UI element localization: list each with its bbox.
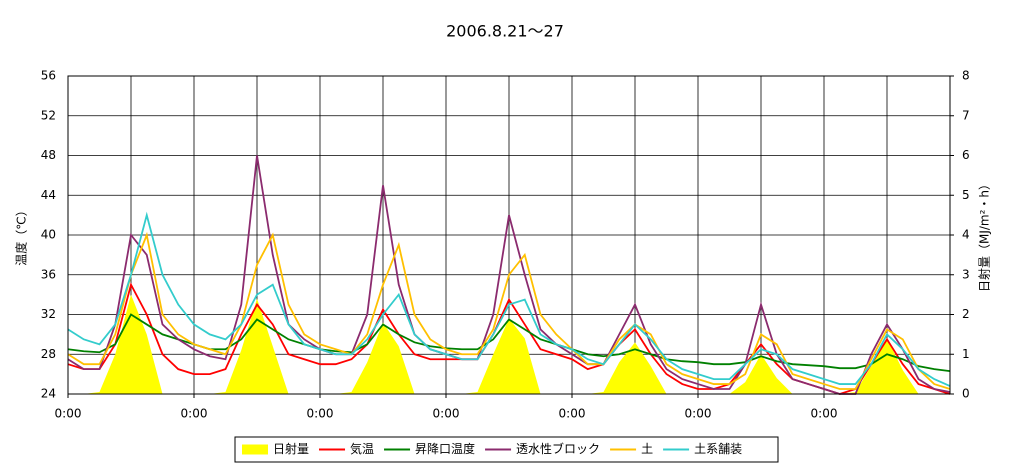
y2-tick-label: 1 (962, 347, 970, 361)
x-tick-label: 0:00 (685, 407, 712, 421)
legend-label: 透水性ブロック (516, 441, 600, 456)
area (68, 294, 950, 394)
y-tick-label: 28 (41, 347, 56, 361)
y-tick-label: 24 (41, 387, 56, 401)
y-tick-label: 52 (41, 108, 56, 122)
legend-label: 昇降口温度 (415, 441, 475, 456)
x-tick-label: 0:00 (55, 407, 82, 421)
line (67, 313, 951, 373)
line (67, 231, 951, 390)
y2-tick-label: 7 (962, 108, 970, 122)
legend-label: 気温 (350, 441, 374, 456)
y2-tick-label: 5 (962, 188, 970, 202)
y2-tick-label: 3 (962, 267, 970, 281)
legend-label: 土系舗装 (694, 442, 742, 456)
y-tick-label: 36 (41, 267, 56, 281)
line (67, 211, 951, 387)
line (67, 155, 951, 395)
y2-tick-label: 2 (962, 307, 970, 321)
legend-swatch (242, 444, 268, 455)
x-tick-label: 0:00 (559, 407, 586, 421)
y2-axis-label: 日射量（MJ/m²・h） (977, 178, 992, 292)
y-tick-label: 56 (41, 69, 56, 83)
x-tick-label: 0:00 (181, 407, 208, 421)
y-tick-label: 32 (41, 307, 56, 321)
y2-tick-label: 8 (962, 69, 970, 83)
x-tick-label: 0:00 (307, 407, 334, 421)
legend-label: 日射量 (273, 441, 309, 456)
y2-tick-label: 0 (962, 387, 970, 401)
y2-tick-label: 6 (962, 148, 970, 162)
plot-border (67, 75, 951, 395)
legend-label: 土 (641, 442, 653, 456)
y-tick-label: 48 (41, 148, 56, 162)
x-tick-label: 0:00 (811, 407, 838, 421)
y-tick-label: 44 (41, 188, 56, 202)
y2-tick-label: 4 (962, 228, 970, 242)
y-axis-label: 温度（℃） (14, 204, 29, 265)
y-tick-label: 40 (41, 228, 56, 242)
chart-title: 2006.8.21～27 (446, 22, 564, 41)
x-tick-label: 0:00 (433, 407, 460, 421)
